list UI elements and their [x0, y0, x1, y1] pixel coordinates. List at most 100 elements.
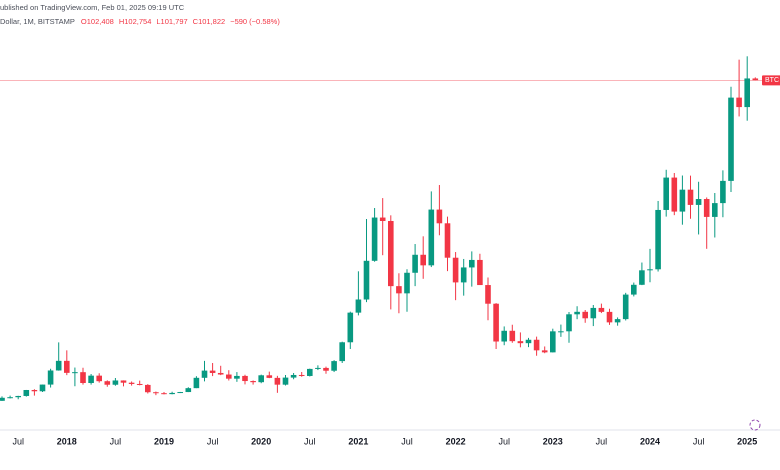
candle-body	[436, 209, 443, 224]
candle-body	[0, 397, 5, 401]
price-badge	[762, 75, 780, 86]
candle-body	[622, 294, 629, 320]
candle-body	[736, 97, 742, 108]
candle-body	[606, 311, 613, 323]
ohlc-value: C101,822	[193, 17, 226, 26]
candle-body	[679, 189, 686, 212]
candle-body	[274, 377, 281, 385]
candle-body	[396, 286, 402, 294]
candle-body	[695, 199, 702, 205]
candle-body	[161, 393, 167, 395]
x-tick-label: Jul	[110, 436, 122, 446]
candle-body	[331, 361, 337, 371]
candle-body	[104, 381, 111, 385]
candle-body	[250, 381, 256, 383]
candle-body	[31, 389, 38, 392]
candle-body	[7, 397, 13, 399]
candle-body	[428, 209, 435, 266]
candle-body	[744, 78, 750, 108]
candle-body	[509, 330, 516, 342]
candle-body	[371, 217, 378, 261]
candle-body	[477, 259, 483, 286]
candle-body	[558, 331, 564, 333]
x-tick-label: 2025	[737, 436, 757, 446]
candle-body	[323, 367, 329, 371]
candle-body	[647, 269, 653, 271]
price-badge-label: BTC	[765, 77, 779, 84]
candle-body	[550, 331, 556, 353]
x-tick-label: 2021	[348, 436, 368, 446]
candle-body	[574, 311, 580, 315]
ohlc-value: L101,797	[156, 17, 187, 26]
candle-body	[64, 360, 70, 373]
x-tick-label: 2022	[446, 436, 466, 446]
candle-body	[663, 177, 669, 210]
x-tick-label: Jul	[498, 436, 510, 446]
candle-body	[266, 375, 273, 378]
candle-body	[88, 375, 94, 384]
x-tick-label: 2018	[57, 436, 77, 446]
candle-body	[566, 314, 572, 332]
candle-body	[671, 177, 678, 212]
x-tick-label: 2020	[251, 436, 271, 446]
candle-body	[169, 392, 175, 395]
candle-body	[185, 388, 192, 393]
candle-body	[39, 384, 46, 392]
candle-body	[493, 303, 499, 342]
candle-body	[128, 382, 135, 384]
candle-body	[703, 199, 710, 217]
candle-body	[752, 78, 759, 81]
candle-body	[582, 311, 588, 319]
x-tick-label: Jul	[12, 436, 24, 446]
x-tick-label: Jul	[207, 436, 219, 446]
candle-body	[631, 284, 637, 295]
candle-body	[55, 360, 62, 371]
candle-body	[290, 374, 297, 378]
candle-body	[112, 380, 119, 385]
candle-body	[655, 209, 661, 270]
candle-body	[145, 384, 151, 393]
candle-body	[469, 259, 475, 268]
ohlc-value: −590 (−0.58%)	[230, 17, 280, 26]
ohlc-value: O102,408	[81, 17, 114, 26]
candle-body	[363, 260, 370, 300]
candle-body	[80, 372, 86, 384]
candle-body	[209, 370, 216, 373]
candle-body	[47, 370, 54, 385]
candle-body	[234, 375, 240, 379]
candle-body	[720, 180, 726, 204]
x-tick-label: Jul	[693, 436, 705, 446]
candle-body	[598, 307, 605, 312]
candle-body	[120, 380, 127, 383]
candle-body	[315, 367, 321, 369]
symbol-info: Dollar, 1M, BITSTAMP	[0, 17, 75, 26]
candle-body	[388, 220, 394, 287]
candle-body	[687, 189, 694, 205]
candle-body	[201, 370, 208, 378]
candle-body	[460, 267, 467, 283]
x-tick-label: Jul	[304, 436, 316, 446]
candle-body	[226, 374, 232, 379]
logo-icon	[749, 419, 761, 431]
candle-body	[339, 342, 345, 362]
x-tick-label: Jul	[401, 436, 413, 446]
candle-body	[136, 383, 143, 385]
candle-body	[404, 272, 410, 294]
candle-body	[298, 374, 305, 376]
x-tick-label: Jul	[596, 436, 608, 446]
ohlc-value: H102,754	[119, 17, 152, 26]
candle-body	[193, 377, 200, 389]
x-tick-label: 2023	[543, 436, 563, 446]
candle-body	[379, 217, 386, 221]
candle-body	[347, 312, 354, 343]
candle-body	[412, 254, 418, 273]
logo-icon-ring	[749, 419, 761, 431]
candle-body	[533, 339, 540, 351]
candle-body	[541, 350, 548, 353]
candle-body	[217, 372, 224, 375]
x-tick-label: 2019	[154, 436, 174, 446]
candle-body	[452, 257, 459, 283]
candle-body	[23, 389, 30, 396]
candle-body	[307, 368, 313, 376]
